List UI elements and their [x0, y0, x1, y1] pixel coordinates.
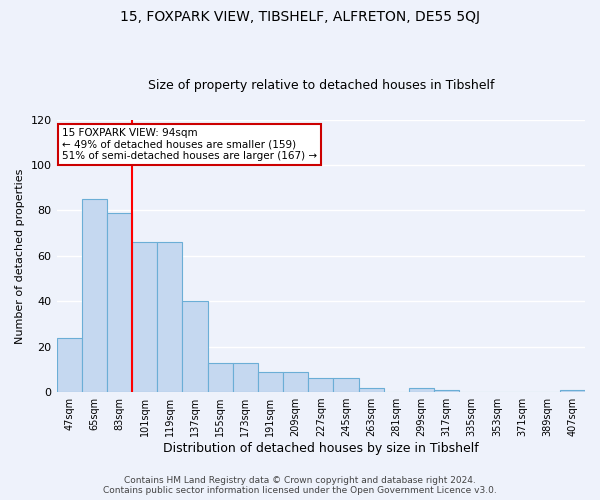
Bar	[308, 378, 334, 392]
Bar	[82, 199, 107, 392]
Bar	[132, 242, 157, 392]
Text: 15, FOXPARK VIEW, TIBSHELF, ALFRETON, DE55 5QJ: 15, FOXPARK VIEW, TIBSHELF, ALFRETON, DE…	[120, 10, 480, 24]
Bar	[157, 242, 182, 392]
Bar	[56, 338, 82, 392]
Bar	[283, 372, 308, 392]
Bar	[334, 378, 359, 392]
X-axis label: Distribution of detached houses by size in Tibshelf: Distribution of detached houses by size …	[163, 442, 479, 455]
Text: 15 FOXPARK VIEW: 94sqm
← 49% of detached houses are smaller (159)
51% of semi-de: 15 FOXPARK VIEW: 94sqm ← 49% of detached…	[62, 128, 317, 161]
Y-axis label: Number of detached properties: Number of detached properties	[15, 168, 25, 344]
Bar	[409, 388, 434, 392]
Title: Size of property relative to detached houses in Tibshelf: Size of property relative to detached ho…	[148, 79, 494, 92]
Bar	[182, 301, 208, 392]
Bar	[560, 390, 585, 392]
Bar	[233, 362, 258, 392]
Bar	[107, 212, 132, 392]
Bar	[208, 362, 233, 392]
Bar	[359, 388, 383, 392]
Bar	[258, 372, 283, 392]
Bar	[434, 390, 459, 392]
Text: Contains HM Land Registry data © Crown copyright and database right 2024.
Contai: Contains HM Land Registry data © Crown c…	[103, 476, 497, 495]
